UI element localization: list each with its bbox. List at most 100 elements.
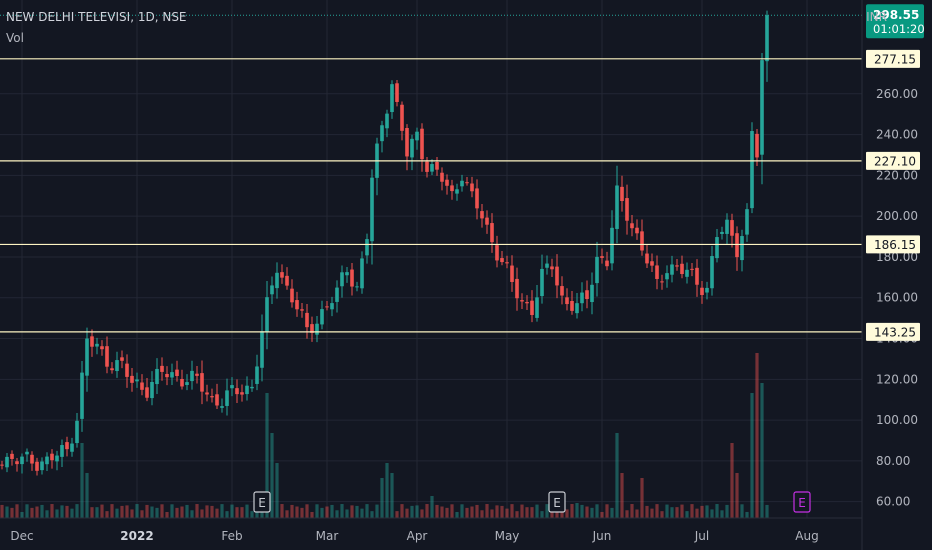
volume-bar: [235, 507, 239, 518]
candle-body: [655, 265, 659, 279]
candle-body: [720, 231, 724, 234]
candle-body: [405, 127, 409, 157]
candle-body: [550, 266, 554, 270]
level-label-bg[interactable]: [866, 49, 920, 68]
candle-body: [255, 366, 259, 384]
volume-bar: [420, 509, 424, 518]
volume-bar: [150, 506, 154, 518]
volume-bar: [625, 510, 629, 518]
candle-body: [365, 239, 369, 256]
candle-body: [630, 223, 634, 229]
volume-bar: [515, 511, 519, 518]
candle-body: [735, 233, 739, 258]
symbol-title[interactable]: NEW DELHI TELEVISI, 1D, NSE: [6, 10, 187, 24]
candle-body: [180, 378, 184, 387]
volume-bar: [380, 478, 384, 518]
earnings-marker-label[interactable]: E: [258, 496, 266, 510]
volume-indicator-label[interactable]: Vol: [6, 31, 24, 45]
horizontal-levels[interactable]: [0, 58, 862, 333]
volume-bar: [700, 505, 704, 518]
earnings-marker-label[interactable]: E: [553, 496, 561, 510]
candle-body: [135, 379, 139, 382]
candle-body: [215, 394, 219, 406]
earnings-marker-label[interactable]: E: [798, 496, 806, 510]
time-tick-label: 2022: [120, 529, 153, 543]
candle-body: [660, 281, 664, 283]
candle-body: [450, 185, 454, 192]
countdown-label: 01:01:20: [873, 22, 925, 36]
volume-bar: [510, 504, 514, 518]
candle-body: [425, 161, 429, 172]
volume-bar: [305, 504, 309, 518]
candle-body: [430, 164, 434, 172]
volume-bar: [505, 508, 509, 518]
volume-bar: [60, 505, 64, 518]
volume-bar: [755, 353, 759, 518]
volume-bar: [125, 505, 129, 518]
volume-bar: [120, 505, 124, 518]
volume-bar: [365, 504, 369, 518]
level-label[interactable]: 186.15: [874, 238, 916, 252]
volume-bar: [695, 508, 699, 518]
candle-body: [535, 297, 539, 318]
volume-bar: [0, 504, 4, 518]
candle-body: [725, 219, 729, 234]
volume-bar: [335, 510, 339, 518]
candle-body: [80, 372, 84, 419]
candle-body: [325, 306, 329, 308]
candle-body: [330, 303, 334, 310]
volume-bar: [390, 473, 394, 518]
volume-bar: [710, 509, 714, 518]
earnings-marker-box[interactable]: [548, 491, 566, 513]
candle-body: [185, 382, 189, 385]
candle-body: [305, 312, 309, 328]
volume-bar: [265, 393, 269, 518]
candle-body: [335, 287, 339, 302]
volume-bar: [55, 509, 59, 518]
level-label[interactable]: 227.10: [874, 154, 916, 168]
level-label-bg[interactable]: [866, 322, 920, 341]
candle-body: [165, 373, 169, 378]
price-tick-label: 160.00: [876, 291, 918, 305]
candle-body: [625, 198, 629, 221]
level-label[interactable]: 143.25: [874, 325, 916, 339]
candle-body: [105, 346, 109, 367]
candle-body: [145, 387, 149, 398]
level-label-bg[interactable]: [866, 235, 920, 254]
volume-bar: [745, 511, 749, 518]
candle-body: [505, 262, 509, 264]
earnings-marker-box[interactable]: [793, 491, 811, 513]
volume-bar: [725, 504, 729, 518]
time-tick-label: May: [495, 529, 520, 543]
candle-body: [115, 360, 119, 372]
volume-bar: [735, 473, 739, 518]
volume-bar: [210, 505, 214, 518]
volume-bar: [230, 504, 234, 518]
level-label-bg[interactable]: [866, 151, 920, 170]
candle-body: [170, 372, 174, 378]
volume-bar: [660, 511, 664, 518]
currency-label: INR: [866, 10, 887, 24]
earnings-marker-box[interactable]: [253, 491, 271, 513]
volume-bar: [550, 508, 554, 518]
volume-bar: [145, 504, 149, 518]
volume-bar: [605, 504, 609, 518]
volume-bar: [40, 504, 44, 518]
volume-bar: [525, 507, 529, 518]
volume-bar: [220, 504, 224, 518]
volume-bar: [165, 511, 169, 518]
volume-bar: [270, 433, 274, 518]
volume-bar: [765, 504, 769, 518]
volume-bar: [530, 507, 534, 518]
candle-body: [395, 83, 399, 102]
volume-bar: [170, 504, 174, 518]
candle-body: [385, 113, 389, 129]
volume-bar: [155, 507, 159, 518]
candle-body: [195, 373, 199, 376]
candle-body: [555, 266, 559, 286]
level-label[interactable]: 277.15: [874, 52, 916, 66]
candle-body: [205, 392, 209, 395]
